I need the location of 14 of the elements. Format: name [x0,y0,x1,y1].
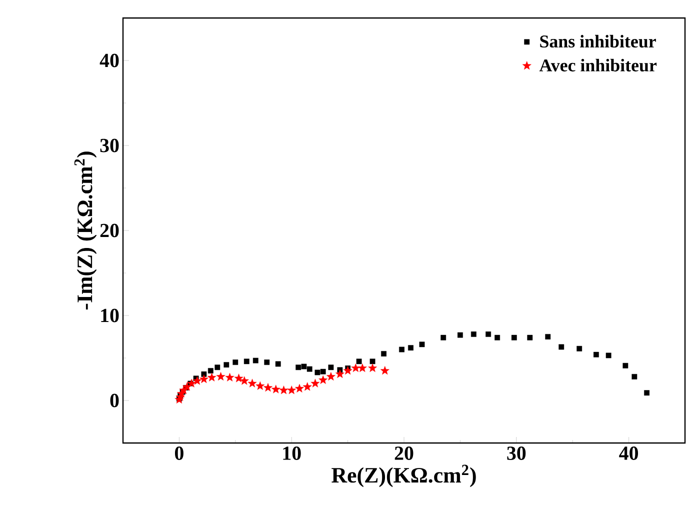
y-axis-title: -Im(Z) (KΩ.cm$^{2}$) [74,152,97,310]
y-tick-label: 40 [100,54,119,68]
y-tick-label: 10 [101,308,119,322]
x-tick-label: 40 [619,446,638,460]
y-tick-label: 20 [100,224,119,238]
x-tick-label: 30 [507,446,526,460]
legend-label: Sans inhibiteur [540,34,656,48]
legend-label: Avec inhibiteur [539,58,657,72]
x-axis-title: Re(Z)(KΩ.cm$^{2}$) [332,464,476,488]
x-tick-label: 0 [174,446,184,460]
x-tick-label: 20 [394,446,414,460]
y-tick-label: 30 [100,138,119,152]
x-tick-label: 10 [283,446,301,460]
y-tick-label: 0 [110,394,119,408]
